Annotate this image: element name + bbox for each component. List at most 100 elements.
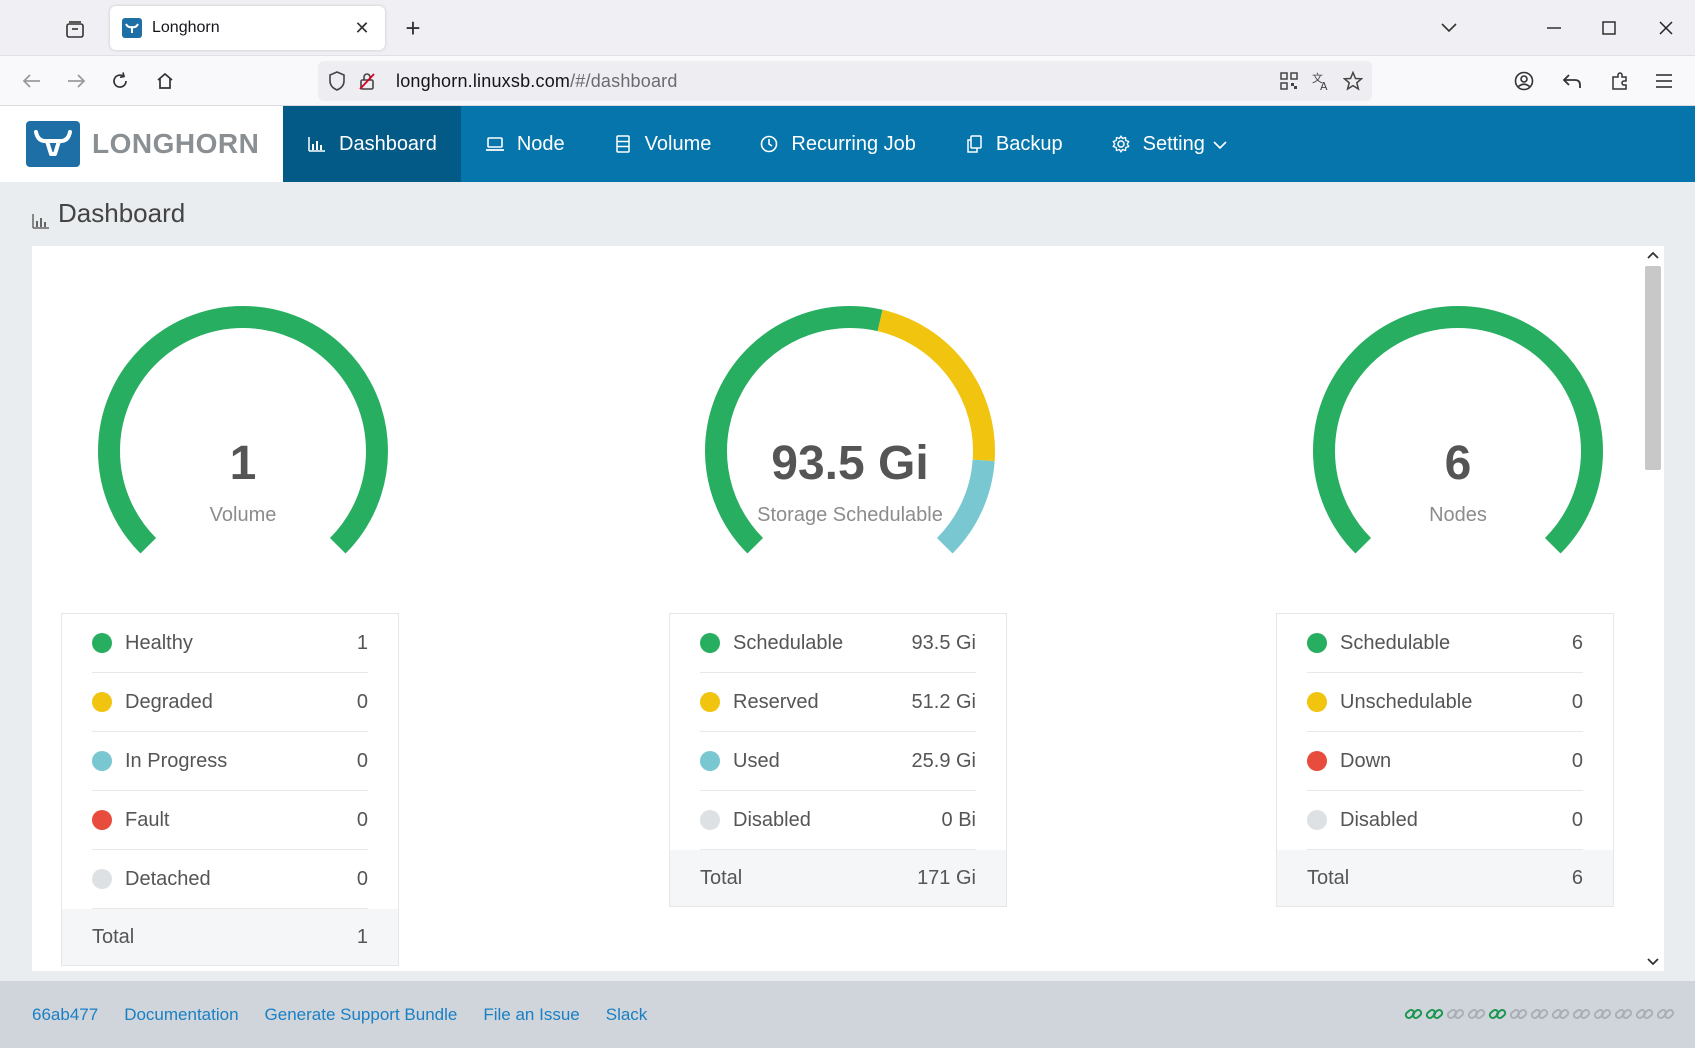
tab-overflow-chevron-icon[interactable] xyxy=(1434,14,1464,42)
nodes-stat-down[interactable]: Down 0 xyxy=(1307,732,1583,791)
stat-value: 0 xyxy=(1571,690,1583,713)
volume-stat-degraded[interactable]: Degraded 0 xyxy=(92,673,368,732)
menu-label-volume: Volume xyxy=(644,132,712,155)
scroll-thumb[interactable] xyxy=(1645,266,1661,470)
app-header: LONGHORN Dashboard Node Volume Recurring… xyxy=(0,106,1695,182)
stat-value: 0 Bi xyxy=(941,808,976,831)
nodes-stat-schedulable[interactable]: Schedulable 6 xyxy=(1307,614,1583,673)
back-icon[interactable] xyxy=(16,65,48,97)
storage-stat-disabled[interactable]: Disabled 0 Bi xyxy=(700,791,976,850)
status-dot-cyan xyxy=(92,751,112,771)
link-disconnected-icon xyxy=(1551,1005,1570,1028)
bookmark-star-icon[interactable] xyxy=(1342,70,1364,92)
nodes-gauge-label: Nodes xyxy=(1429,504,1487,526)
menu-item-volume[interactable]: Volume xyxy=(589,106,736,182)
url-host: longhorn.linuxsb.com xyxy=(396,71,571,91)
insecure-lock-icon[interactable] xyxy=(356,70,378,92)
new-tab-icon[interactable]: + xyxy=(405,13,421,43)
status-dot-cyan xyxy=(700,751,720,771)
storage-stat-used[interactable]: Used 25.9 Gi xyxy=(700,732,976,791)
close-window-icon[interactable] xyxy=(1651,14,1681,42)
link-disconnected-icon xyxy=(1593,1005,1612,1028)
menu-hamburger-icon[interactable] xyxy=(1648,65,1680,97)
total-value: 171 Gi xyxy=(917,866,976,889)
total-value: 6 xyxy=(1571,866,1583,889)
scroll-down-arrow-icon[interactable] xyxy=(1642,953,1664,971)
volume-gauge: 1 Volume xyxy=(78,286,408,556)
storage-gauge-arc-segment xyxy=(936,459,995,554)
storage-stat-total: Total 171 Gi xyxy=(670,850,1006,906)
volume-stat-detached[interactable]: Detached 0 xyxy=(92,850,368,909)
link-connected-icon xyxy=(1425,1005,1444,1028)
chevron-down-icon xyxy=(1213,133,1227,156)
menu-item-setting[interactable]: Setting xyxy=(1087,106,1251,182)
svg-text:文: 文 xyxy=(1312,71,1323,85)
svg-text:A: A xyxy=(1320,80,1328,91)
stat-value: 0 xyxy=(356,749,368,772)
stat-label: Schedulable xyxy=(1340,631,1451,654)
storage-stat-schedulable[interactable]: Schedulable 93.5 Gi xyxy=(700,614,976,673)
stat-label: Reserved xyxy=(733,690,819,713)
stat-value: 0 xyxy=(356,808,368,831)
storage-gauge-arc-segment xyxy=(705,306,883,554)
link-disconnected-icon xyxy=(1656,1005,1675,1028)
nodes-stat-unschedulable[interactable]: Unschedulable 0 xyxy=(1307,673,1583,732)
status-dot-grey xyxy=(92,869,112,889)
file-issue-link[interactable]: File an Issue xyxy=(483,1004,580,1024)
menu-item-node[interactable]: Node xyxy=(461,106,589,182)
undo-icon[interactable] xyxy=(1556,65,1588,97)
menu-label-setting: Setting xyxy=(1142,132,1205,155)
volume-stat-healthy[interactable]: Healthy 1 xyxy=(92,614,368,673)
stat-label: Healthy xyxy=(125,631,193,654)
close-tab-icon[interactable]: ✕ xyxy=(354,17,370,38)
page-title: Dashboard xyxy=(32,198,185,229)
volume-stat-fault[interactable]: Fault 0 xyxy=(92,791,368,850)
status-dot-green xyxy=(1307,633,1327,653)
page-scrollbar[interactable] xyxy=(1642,246,1664,971)
qr-code-icon[interactable] xyxy=(1278,70,1300,92)
clock-icon xyxy=(759,134,779,154)
stat-value: 25.9 Gi xyxy=(911,749,976,772)
browser-tab[interactable]: Longhorn ✕ xyxy=(110,6,385,50)
minimize-icon[interactable] xyxy=(1539,14,1569,42)
shield-icon[interactable] xyxy=(326,70,348,92)
storage-gauge-chart xyxy=(705,306,995,554)
menu-item-backup[interactable]: Backup xyxy=(940,106,1087,182)
tab-list-icon[interactable] xyxy=(60,16,90,44)
account-icon[interactable] xyxy=(1508,65,1540,97)
gear-icon xyxy=(1111,134,1131,154)
status-dot-yellow xyxy=(92,692,112,712)
menu-item-recurring-job[interactable]: Recurring Job xyxy=(735,106,940,182)
menu-item-dashboard[interactable]: Dashboard xyxy=(283,106,461,182)
storage-stat-reserved[interactable]: Reserved 51.2 Gi xyxy=(700,673,976,732)
storage-gauge-value: 93.5 Gi xyxy=(771,437,929,490)
brand-name: LONGHORN xyxy=(92,128,260,159)
stat-value: 51.2 Gi xyxy=(911,690,976,713)
brand[interactable]: LONGHORN xyxy=(0,106,283,182)
menu-label-recurring-job: Recurring Job xyxy=(791,132,916,155)
volume-stat-in-progress[interactable]: In Progress 0 xyxy=(92,732,368,791)
reload-icon[interactable] xyxy=(104,65,136,97)
stat-value: 93.5 Gi xyxy=(911,631,976,654)
stat-label: Degraded xyxy=(125,690,213,713)
link-connected-icon xyxy=(1488,1005,1507,1028)
version-link[interactable]: 66ab477 xyxy=(32,1004,99,1024)
support-bundle-link[interactable]: Generate Support Bundle xyxy=(264,1004,458,1024)
longhorn-logo-icon xyxy=(26,121,80,167)
nodes-stat-total: Total 6 xyxy=(1277,850,1613,906)
maximize-icon[interactable] xyxy=(1594,14,1624,42)
slack-link[interactable]: Slack xyxy=(605,1004,648,1024)
home-icon[interactable] xyxy=(149,65,181,97)
forward-icon[interactable] xyxy=(60,65,92,97)
nodes-stat-disabled[interactable]: Disabled 0 xyxy=(1307,791,1583,850)
url-text[interactable]: longhorn.linuxsb.com/#/dashboard xyxy=(396,71,678,92)
scroll-up-arrow-icon[interactable] xyxy=(1642,246,1664,264)
extensions-icon[interactable] xyxy=(1604,65,1636,97)
volume-stat-total: Total 1 xyxy=(62,909,398,965)
stat-label: Unschedulable xyxy=(1340,690,1473,713)
status-dot-grey xyxy=(1307,810,1327,830)
documentation-link[interactable]: Documentation xyxy=(124,1004,239,1024)
